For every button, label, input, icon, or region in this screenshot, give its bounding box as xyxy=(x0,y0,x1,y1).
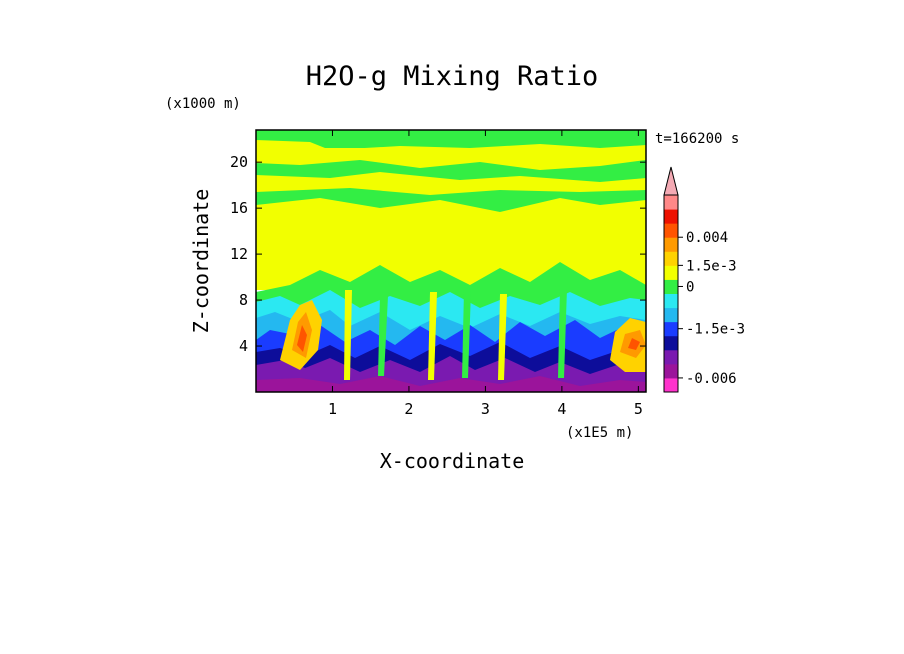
y-ticks: 4 8 12 16 20 xyxy=(230,153,646,355)
streak-2 xyxy=(378,296,388,376)
colorbar-swatch xyxy=(664,307,678,323)
y-axis-label: Z-coordinate xyxy=(189,189,213,334)
x-ticks: 1 2 3 4 5 xyxy=(328,130,643,418)
plume-left-hot xyxy=(297,325,307,352)
colorbar-swatch xyxy=(664,363,678,379)
y-tick-label: 8 xyxy=(239,291,248,309)
streak-3 xyxy=(428,292,437,380)
streak-5 xyxy=(498,294,507,380)
colorbar-swatch xyxy=(664,335,678,351)
x-unit-label: (x1E5 m) xyxy=(566,425,633,441)
colorbar-swatch xyxy=(664,377,678,393)
colorbar-swatch xyxy=(664,293,678,309)
yellow-band-2 xyxy=(256,140,646,160)
chart-title: H2O-g Mixing Ratio xyxy=(306,61,599,92)
colorbar-label: 0.004 xyxy=(686,230,728,246)
streak-4 xyxy=(462,290,471,378)
plume-right-hot xyxy=(628,338,640,350)
colorbar-swatch xyxy=(664,321,678,337)
yellow-band-1 xyxy=(256,172,646,195)
plot-area xyxy=(256,130,646,392)
colorbar-label: 0 xyxy=(686,279,694,295)
x-tick-label: 3 xyxy=(481,400,490,418)
time-label: t=166200 s xyxy=(655,131,739,147)
colorbar-swatch xyxy=(664,223,678,238)
streak-6 xyxy=(558,288,567,378)
y-tick-label: 16 xyxy=(230,199,248,217)
streak-1 xyxy=(344,290,352,380)
layer-green-top xyxy=(256,130,646,148)
colorbar-swatch xyxy=(664,265,678,280)
x-tick-label: 5 xyxy=(634,400,643,418)
colorbar: 0.004 1.5e-3 0 -1.5e-3 -0.006 xyxy=(663,166,745,393)
colorbar-label: -0.006 xyxy=(686,371,737,387)
plot-frame xyxy=(255,129,647,393)
colorbar-frame xyxy=(663,194,679,393)
x-tick-label: 2 xyxy=(404,400,413,418)
x-tick-label: 4 xyxy=(557,400,566,418)
y-tick-label: 12 xyxy=(230,245,248,263)
colorbar-swatch xyxy=(664,279,678,294)
y-tick-label: 4 xyxy=(239,337,248,355)
colorbar-arrow xyxy=(663,166,679,196)
colorbar-label: -1.5e-3 xyxy=(686,322,745,338)
colorbar-swatch xyxy=(664,237,678,252)
colorbar-swatch xyxy=(664,251,678,266)
colorbar-swatch xyxy=(664,195,678,210)
y-tick-label: 20 xyxy=(230,153,248,171)
x-tick-label: 1 xyxy=(328,400,337,418)
y-unit-label: (x1000 m) xyxy=(165,96,241,112)
colorbar-label: 1.5e-3 xyxy=(686,258,737,274)
magenta-patches xyxy=(256,376,646,392)
colorbar-swatch xyxy=(664,349,678,365)
colorbar-swatch xyxy=(664,209,678,224)
x-axis-label: X-coordinate xyxy=(380,449,525,473)
